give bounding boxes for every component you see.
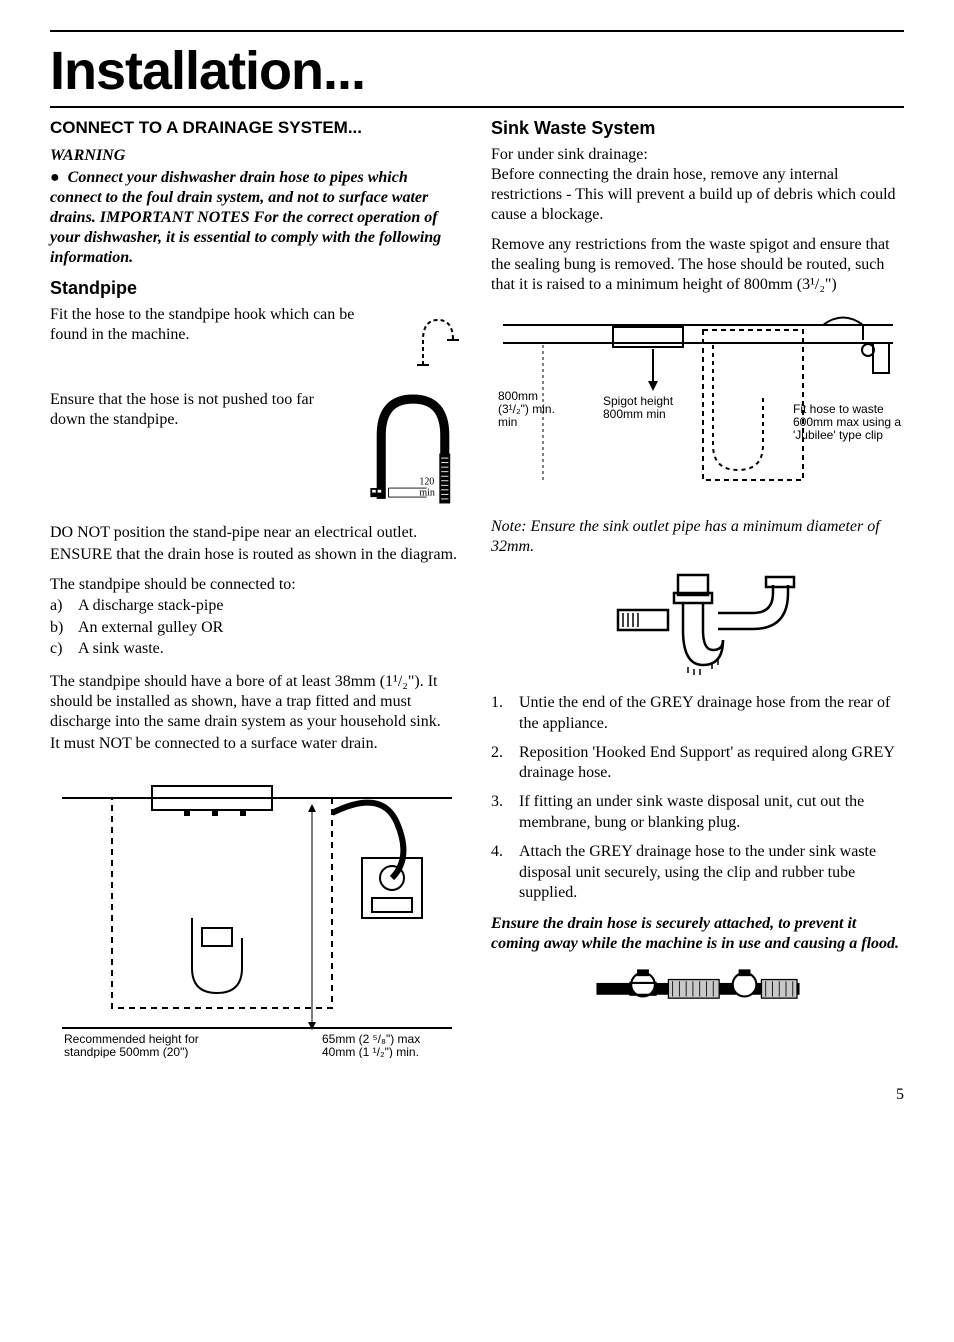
svg-text:min: min <box>498 415 517 429</box>
r-p1: For under sink drainage: <box>491 145 904 165</box>
svg-text:standpipe 500mm (20"): standpipe 500mm (20") <box>64 1045 188 1058</box>
sp-p3: DO NOT position the stand-pipe near an e… <box>50 523 463 543</box>
sp-p2: Ensure that the hose is not pushed too f… <box>50 390 353 430</box>
step-marker: 4. <box>491 842 519 904</box>
sp-not: It must NOT be connected to a surface wa… <box>50 734 463 754</box>
list-marker: b) <box>50 617 78 639</box>
list-item: a)A discharge stack-pipe <box>50 595 463 617</box>
standpipe-diagram: Recommended height for standpipe 500mm (… <box>52 768 462 1058</box>
step-marker: 1. <box>491 693 519 735</box>
ensure-text: Ensure the drain hose is securely attach… <box>491 914 904 954</box>
step-text: Attach the GREY drainage hose to the und… <box>519 842 904 904</box>
r-p3: Remove any restrictions from the waste s… <box>491 235 904 295</box>
list-item: 3.If fitting an under sink waste disposa… <box>491 792 904 834</box>
sp-list: a)A discharge stack-pipe b)An external g… <box>50 595 463 660</box>
list-item: 4.Attach the GREY drainage hose to the u… <box>491 842 904 904</box>
sink-waste-heading: Sink Waste System <box>491 118 904 139</box>
step-text: Reposition 'Hooked End Support' as requi… <box>519 743 904 785</box>
content-columns: CONNECT TO A DRAINAGE SYSTEM... WARNING … <box>50 118 904 1058</box>
top-rule <box>50 30 904 32</box>
diag-fithose: Fit hose to waste <box>793 402 884 416</box>
standpipe-heading: Standpipe <box>50 278 463 299</box>
list-text: An external gulley OR <box>78 617 223 639</box>
sp-connected-to: The standpipe should be connected to: <box>50 575 463 595</box>
right-column: Sink Waste System For under sink drainag… <box>491 118 904 1058</box>
step-marker: 2. <box>491 743 519 785</box>
label-120: 120 <box>419 476 434 487</box>
list-text: A sink waste. <box>78 638 164 660</box>
list-item: 2.Reposition 'Hooked End Support' as req… <box>491 743 904 785</box>
diag-label-right-bot: 40mm (1 ¹/₂") min. <box>322 1045 419 1058</box>
diag-spigot: Spigot height <box>603 394 674 408</box>
list-text: A discharge stack-pipe <box>78 595 223 617</box>
sp-row-2: Ensure that the hose is not pushed too f… <box>50 390 463 513</box>
sink-diagram: 800mm (3¹/₂") min. min Spigot height 800… <box>493 305 903 505</box>
list-item: 1.Untie the end of the GREY drainage hos… <box>491 693 904 735</box>
step-marker: 3. <box>491 792 519 834</box>
svg-text:min: min <box>419 487 435 498</box>
steps-list: 1.Untie the end of the GREY drainage hos… <box>491 693 904 904</box>
step-text: Untie the end of the GREY drainage hose … <box>519 693 904 735</box>
trap-diagram <box>598 565 798 685</box>
sp-bore: The standpipe should have a bore of at l… <box>50 672 463 732</box>
svg-text:'Jubilee' type clip: 'Jubilee' type clip <box>793 428 883 442</box>
list-marker: c) <box>50 638 78 660</box>
sp-p1: Fit the hose to the standpipe hook which… <box>50 305 393 345</box>
svg-text:600mm max using a: 600mm max using a <box>793 415 901 429</box>
sp-p4: ENSURE that the drain hose is routed as … <box>50 545 463 565</box>
svg-text:(3¹/₂") min.: (3¹/₂") min. <box>498 402 555 416</box>
list-item: c)A sink waste. <box>50 638 463 660</box>
warning-text: Connect your dishwasher drain hose to pi… <box>50 169 441 266</box>
standpipe-curve-icon: 120 min <box>363 390 463 513</box>
hook-icon <box>403 305 463 380</box>
sink-note: Note: Ensure the sink outlet pipe has a … <box>491 517 904 557</box>
left-column: CONNECT TO A DRAINAGE SYSTEM... WARNING … <box>50 118 463 1058</box>
page-title: Installation... <box>50 40 904 102</box>
clip-diagram <box>588 962 808 1014</box>
bullet-icon: ● <box>50 169 60 186</box>
step-text: If fitting an under sink waste disposal … <box>519 792 904 834</box>
warning-body: ● Connect your dishwasher drain hose to … <box>50 168 463 268</box>
page-number: 5 <box>50 1086 904 1104</box>
svg-text:800mm min: 800mm min <box>603 407 666 421</box>
warning-label: WARNING <box>50 146 463 166</box>
diag-label-right-top: 65mm (2 ⁵/₈") max <box>322 1032 420 1046</box>
sub-rule <box>50 106 904 108</box>
list-item: b)An external gulley OR <box>50 617 463 639</box>
diag-800mm: 800mm <box>498 389 538 403</box>
r-p2: Before connecting the drain hose, remove… <box>491 165 904 225</box>
connect-heading: CONNECT TO A DRAINAGE SYSTEM... <box>50 118 463 138</box>
diag-label-left: Recommended height for <box>64 1032 199 1046</box>
list-marker: a) <box>50 595 78 617</box>
sp-row-1: Fit the hose to the standpipe hook which… <box>50 305 463 380</box>
